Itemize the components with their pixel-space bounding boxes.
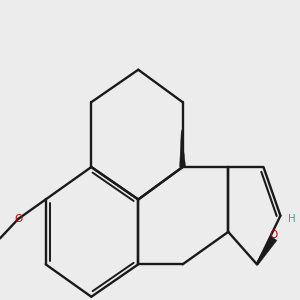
Text: O: O xyxy=(14,214,22,224)
Polygon shape xyxy=(256,236,277,265)
Text: H: H xyxy=(288,214,296,224)
Text: O: O xyxy=(270,230,278,240)
Polygon shape xyxy=(180,130,186,167)
